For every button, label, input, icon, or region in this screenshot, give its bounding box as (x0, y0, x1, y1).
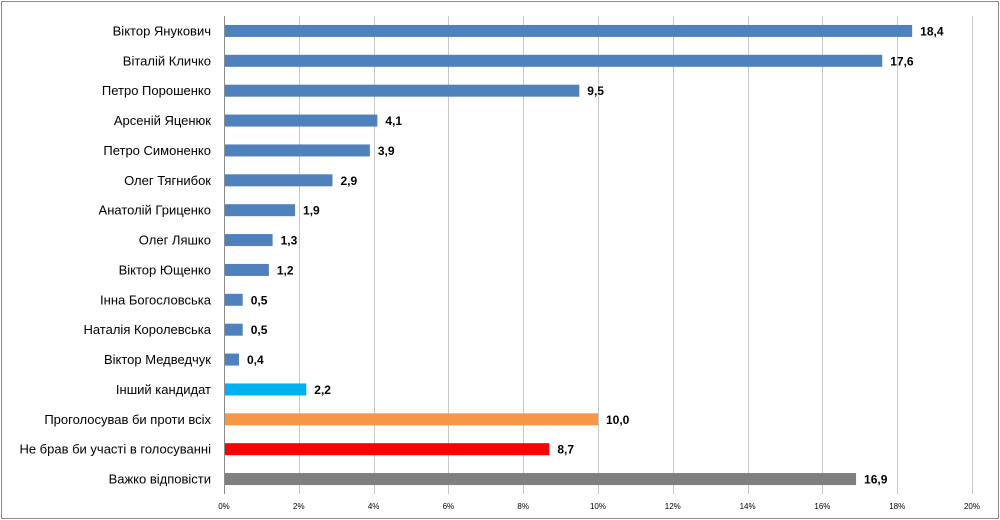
bar (225, 144, 370, 157)
x-tick-label: 4% (368, 502, 380, 511)
x-tick-label: 18% (889, 502, 905, 511)
x-tick-label: 0% (218, 502, 230, 511)
category-label: Арсеній Яценюк (114, 113, 211, 128)
value-label: 18,4 (920, 24, 944, 38)
bar (225, 174, 333, 187)
value-label: 1,2 (277, 263, 294, 277)
bar (225, 114, 378, 127)
x-tick-label: 12% (665, 502, 681, 511)
category-label: Проголосував би проти всіх (44, 412, 211, 427)
category-label: Не брав би участі в голосуванні (19, 442, 211, 457)
category-label: Наталія Королевська (83, 322, 211, 337)
value-label: 0,5 (251, 323, 268, 337)
bar (225, 234, 273, 247)
value-label: 4,1 (385, 114, 402, 128)
bar (225, 413, 598, 426)
bar (225, 293, 243, 306)
category-label: Віталій Кличко (123, 53, 211, 68)
value-label: 16,9 (864, 473, 888, 487)
value-label: 1,3 (281, 234, 298, 248)
value-label: 1,9 (303, 204, 320, 218)
bar (225, 263, 269, 276)
value-label: 17,6 (890, 54, 914, 68)
category-label: Петро Симоненко (103, 143, 211, 158)
value-label: 0,5 (251, 293, 268, 307)
value-label: 8,7 (557, 443, 574, 457)
category-label: Віктор Янукович (113, 23, 211, 38)
category-label: Олег Ляшко (139, 233, 211, 248)
bar (225, 84, 580, 97)
category-label: Анатолій Гриценко (99, 203, 211, 218)
bar (225, 353, 239, 366)
bar (225, 24, 913, 37)
category-label: Віктор Ющенко (119, 262, 211, 277)
x-tick-label: 8% (517, 502, 529, 511)
bars (225, 24, 913, 486)
value-labels: 18,4 17,6 9,5 4,1 3,9 2,9 1,9 1,3 1,2 0,5 0,5 0,4 2,… (247, 24, 944, 486)
value-label: 2,2 (314, 383, 331, 397)
value-label: 0,4 (247, 353, 264, 367)
x-tick-label: 14% (740, 502, 756, 511)
bar (225, 473, 857, 486)
bar (225, 54, 883, 67)
x-tick-label: 20% (964, 502, 980, 511)
bar (225, 383, 307, 396)
x-tick-label: 2% (293, 502, 305, 511)
x-tick-label: 16% (814, 502, 830, 511)
category-label: Інший кандидат (116, 382, 211, 397)
bar (225, 204, 296, 217)
x-axis-ticks: 0% 2% 4% 6% 8% 10% 12% 14% 16% 18% 20% (218, 502, 980, 511)
value-label: 9,5 (587, 84, 604, 98)
value-label: 3,9 (378, 144, 395, 158)
x-tick-label: 6% (443, 502, 455, 511)
value-label: 2,9 (340, 174, 357, 188)
category-label: Олег Тягнибок (124, 173, 211, 188)
category-label: Петро Порошенко (102, 83, 211, 98)
category-labels: Віктор Янукович Віталій Кличко Петро Порош… (19, 23, 211, 486)
category-label: Важко відповісти (109, 472, 211, 487)
category-label: Інна Богословська (100, 292, 212, 307)
category-label: Віктор Медведчук (104, 352, 211, 367)
bar (225, 323, 243, 336)
bar (225, 443, 550, 456)
value-label: 10,0 (606, 413, 630, 427)
x-tick-label: 10% (590, 502, 606, 511)
